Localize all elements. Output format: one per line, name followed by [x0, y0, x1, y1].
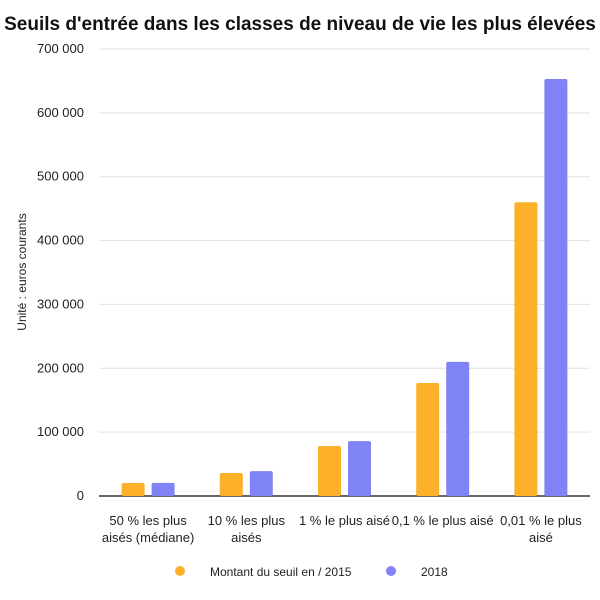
- bar-2018: [249, 471, 273, 496]
- bar-2018: [446, 361, 470, 496]
- bar-2018: [544, 79, 568, 497]
- x-tick-label: 10 % les plus: [208, 513, 286, 528]
- bar-2015: [219, 473, 243, 496]
- x-tick-label: 0,01 % le plus: [500, 513, 582, 528]
- x-tick-label: 1 % le plus aisé: [299, 513, 390, 528]
- y-tick-label: 100 000: [37, 424, 84, 439]
- y-tick-label: 300 000: [37, 296, 84, 311]
- x-tick-label: aisés: [231, 530, 262, 545]
- bar-2015: [318, 445, 341, 496]
- bar-2015: [514, 202, 538, 496]
- y-axis-label: Unité : euros courants: [15, 213, 29, 330]
- bar-2015: [121, 483, 145, 496]
- legend-label: 2018: [421, 565, 448, 579]
- x-tick-label: aisés (médiane): [102, 530, 195, 545]
- x-tick-label: aisé: [529, 530, 553, 545]
- y-tick-label: 0: [77, 488, 84, 503]
- x-tick-label: 50 % les plus: [109, 513, 187, 528]
- y-tick-label: 600 000: [37, 105, 84, 120]
- legend-marker: [386, 566, 396, 576]
- legend-label: Montant du seuil en / 2015: [210, 565, 352, 579]
- legend-marker: [175, 566, 185, 576]
- y-tick-label: 700 000: [37, 41, 84, 56]
- bar-2018: [348, 441, 371, 496]
- bar-2018: [151, 482, 175, 496]
- y-tick-label: 400 000: [37, 233, 84, 248]
- x-tick-label: 0,1 % le plus aisé: [392, 513, 494, 528]
- y-tick-label: 200 000: [37, 360, 84, 375]
- y-tick-label: 500 000: [37, 169, 84, 184]
- bar-2015: [416, 382, 440, 496]
- chart-title: Seuils d'entrée dans les classes de nive…: [4, 14, 596, 35]
